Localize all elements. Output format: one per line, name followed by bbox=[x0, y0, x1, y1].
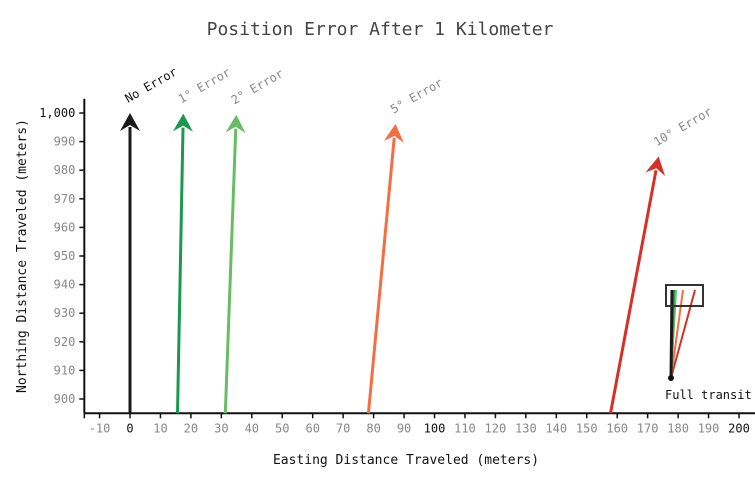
y-tick-label: 1,000 bbox=[39, 106, 75, 120]
x-tick-label: 70 bbox=[336, 421, 350, 435]
arrow-head-2 bbox=[225, 114, 246, 134]
chart-title: Position Error After 1 Kilometer bbox=[207, 19, 554, 40]
arrow-head-3 bbox=[383, 123, 404, 143]
series-label: 5° Error bbox=[388, 75, 445, 116]
x-tick-label: 30 bbox=[214, 421, 228, 435]
x-tick-label: 160 bbox=[606, 421, 628, 435]
series-label: 10° Error bbox=[651, 104, 714, 149]
y-tick-label: 950 bbox=[54, 249, 76, 263]
arrow-shaft-1 bbox=[176, 127, 185, 414]
x-tick-label: 50 bbox=[275, 421, 289, 435]
x-tick-label: 60 bbox=[305, 421, 319, 435]
series-label: 2° Error bbox=[229, 66, 286, 107]
x-tick-label: 180 bbox=[667, 421, 689, 435]
x-tick-label: -10 bbox=[89, 421, 111, 435]
arrow-shaft-2 bbox=[223, 128, 238, 414]
x-tick-label: 40 bbox=[245, 421, 259, 435]
y-tick-label: 940 bbox=[54, 278, 76, 292]
y-tick-label: 980 bbox=[54, 163, 76, 177]
x-tick-label: 20 bbox=[184, 421, 198, 435]
inset-origin-dot bbox=[668, 375, 674, 381]
y-tick-label: 960 bbox=[54, 220, 76, 234]
x-axis-label: Easting Distance Traveled (meters) bbox=[273, 453, 539, 468]
x-tick-label: 190 bbox=[698, 421, 720, 435]
x-tick-label: 80 bbox=[366, 421, 380, 435]
series-label: 1° Error bbox=[176, 65, 233, 106]
x-tick-label: 110 bbox=[454, 421, 476, 435]
y-tick-label: 970 bbox=[54, 192, 76, 206]
inset-zoom-box bbox=[665, 284, 704, 307]
x-tick-label: 140 bbox=[545, 421, 567, 435]
y-tick-label: 930 bbox=[54, 306, 76, 320]
x-tick-label: 120 bbox=[485, 421, 507, 435]
arrow-head-0 bbox=[120, 113, 140, 131]
y-tick-label: 900 bbox=[54, 392, 76, 406]
arrow-head-4 bbox=[645, 156, 666, 177]
inset-line bbox=[669, 289, 674, 379]
arrow-shaft-3 bbox=[366, 137, 396, 414]
x-tick-label: 10 bbox=[153, 421, 167, 435]
x-tick-label: 0 bbox=[126, 421, 133, 435]
y-tick-label: 990 bbox=[54, 135, 76, 149]
x-tick-label: 170 bbox=[637, 421, 659, 435]
x-tick-label: 100 bbox=[424, 421, 446, 435]
y-axis-label: Northing Distance Traveled (meters) bbox=[15, 119, 30, 393]
series-label: No Error bbox=[123, 65, 180, 106]
axes: -10 0 10 20 30 40 50 60 70 80 90 100 110 120 130 140 150… bbox=[39, 98, 755, 435]
x-tick-label: 90 bbox=[397, 421, 411, 435]
y-tick-label: 910 bbox=[54, 363, 76, 377]
x-tick-label: 150 bbox=[576, 421, 598, 435]
x-tick-label: 130 bbox=[515, 421, 537, 435]
x-tick-label: 200 bbox=[728, 421, 750, 435]
arrow-head-1 bbox=[172, 113, 193, 132]
y-tick-label: 920 bbox=[54, 335, 76, 349]
arrow-shaft-4 bbox=[609, 169, 658, 414]
inset-label: Full transit bbox=[665, 388, 752, 402]
inset-line bbox=[670, 289, 684, 379]
full-transit-inset: Full transit bbox=[665, 284, 752, 402]
inset-line bbox=[670, 289, 696, 379]
